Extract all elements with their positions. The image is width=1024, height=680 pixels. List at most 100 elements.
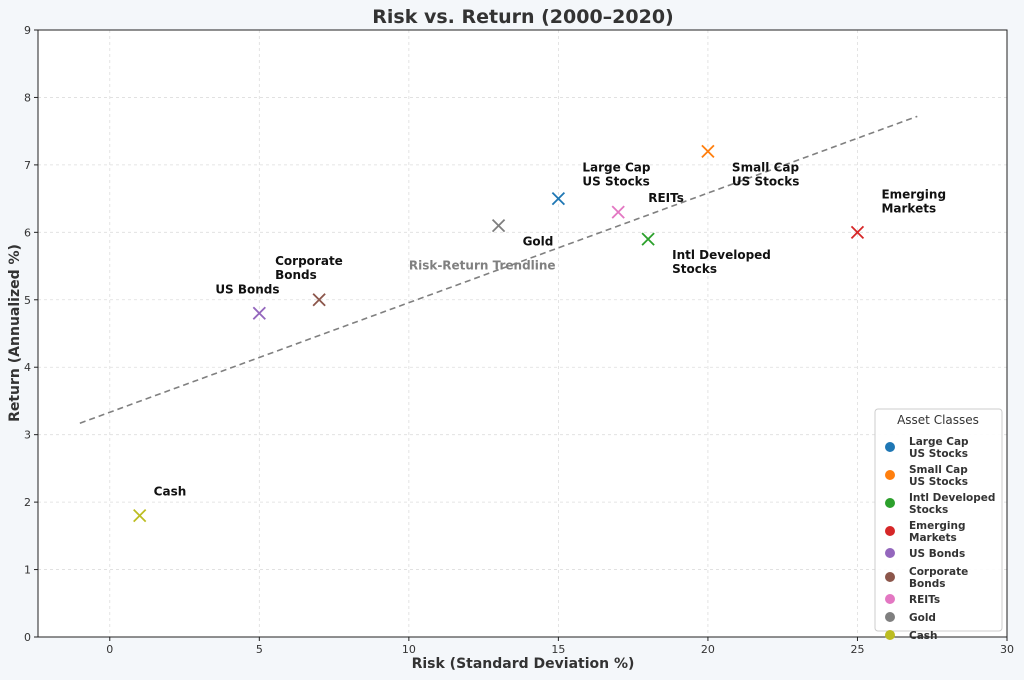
data-point xyxy=(551,191,566,206)
y-tick-label: 7 xyxy=(24,159,31,172)
point-label: REITs xyxy=(648,191,684,205)
legend-entry-line: Emerging xyxy=(909,520,966,532)
x-tick-label: 25 xyxy=(850,643,864,656)
x-axis-ticks: 0 5 10 15 20 25 30 xyxy=(106,637,1014,656)
x-tick-label: 5 xyxy=(256,643,263,656)
legend-entry: Intl Developed Stocks xyxy=(909,492,995,516)
legend-entry-line: Stocks xyxy=(909,504,948,516)
point-label: US Bonds xyxy=(215,282,279,296)
point-label-line: Markets xyxy=(881,201,936,215)
point-label: Intl Developed Stocks xyxy=(672,248,771,276)
x-tick-label: 10 xyxy=(402,643,416,656)
x-axis-label: Risk (Standard Deviation %) xyxy=(412,656,635,672)
legend-entry: Gold xyxy=(909,612,936,624)
point-label-line: Gold xyxy=(523,235,554,249)
point-marker-stroke xyxy=(252,306,266,320)
point-label-line: Intl Developed xyxy=(672,248,771,262)
point-label: Small Cap US Stocks xyxy=(732,160,800,188)
point-marker-stroke xyxy=(551,191,566,206)
legend-entry: US Bonds xyxy=(909,548,965,560)
legend-entry: Corporate Bonds xyxy=(909,566,968,590)
legend-entry: Cash xyxy=(909,630,938,642)
x-tick-label: 0 xyxy=(106,643,113,656)
data-points xyxy=(133,144,865,523)
point-label: Cash xyxy=(154,485,187,499)
trendline-label: Risk-Return Trendline xyxy=(409,258,556,272)
y-tick-label: 8 xyxy=(24,91,31,104)
plot-background xyxy=(38,30,1007,637)
data-point xyxy=(701,144,715,159)
x-tick-label: 15 xyxy=(551,643,565,656)
legend-marker xyxy=(885,548,895,558)
legend-entry: Emerging Markets xyxy=(909,520,966,544)
point-marker-stroke xyxy=(491,218,506,233)
legend-entry-line: Large Cap xyxy=(909,436,969,448)
data-point xyxy=(611,205,625,219)
point-label-line: REITs xyxy=(648,191,684,205)
point-marker-stroke xyxy=(850,225,865,239)
legend-marker xyxy=(885,572,895,582)
point-label: Emerging Markets xyxy=(881,187,946,215)
legend-entry: Small Cap US Stocks xyxy=(909,464,968,488)
legend-marker xyxy=(885,594,895,604)
trendline xyxy=(79,115,918,424)
point-label-line: Large Cap xyxy=(582,161,650,175)
legend-marker xyxy=(885,630,895,640)
point-label-line: US Bonds xyxy=(215,282,279,296)
point-label-line: US Stocks xyxy=(732,174,799,188)
x-tick-label: 20 xyxy=(701,643,715,656)
legend-entry-line: US Stocks xyxy=(909,476,968,488)
point-label: Large Cap US Stocks xyxy=(582,161,650,189)
legend-title: Asset Classes xyxy=(897,413,979,427)
plot-area: Risk-Return Trendline Large Cap US Stocks… xyxy=(37,29,1008,638)
point-marker-stroke xyxy=(312,293,326,307)
legend-entry-line: Markets xyxy=(909,532,957,544)
data-point xyxy=(491,218,506,233)
legend-marker xyxy=(885,612,895,622)
y-tick-label: 3 xyxy=(24,429,31,442)
legend-entry-line: US Bonds xyxy=(909,548,965,560)
legend-entry-line: Intl Developed xyxy=(909,492,995,504)
chart-title: Risk vs. Return (2000–2020) xyxy=(372,6,674,28)
data-point xyxy=(252,306,266,320)
y-tick-label: 9 xyxy=(24,24,31,37)
point-marker-stroke xyxy=(133,508,147,523)
legend-marker xyxy=(885,470,895,480)
plot-frame xyxy=(37,29,1008,638)
point-label-line: Corporate xyxy=(275,254,343,268)
y-tick-label: 4 xyxy=(24,361,31,374)
legend-entry-line: Cash xyxy=(909,630,938,642)
data-point xyxy=(312,293,326,307)
legend-marker xyxy=(885,526,895,536)
data-point xyxy=(641,232,655,246)
legend-marker xyxy=(885,442,895,452)
point-label-line: Emerging xyxy=(881,187,946,201)
legend-entry-line: REITs xyxy=(909,594,940,606)
y-tick-label: 6 xyxy=(24,226,31,239)
x-tick-label: 30 xyxy=(1000,643,1014,656)
y-tick-label: 0 xyxy=(24,631,31,644)
point-label: Corporate Bonds xyxy=(275,254,343,282)
point-label-line: Cash xyxy=(154,485,187,499)
y-axis-ticks: 0 1 2 3 4 5 6 7 8 9 xyxy=(24,24,38,644)
legend-entry-line: Gold xyxy=(909,612,936,624)
point-label-line: Small Cap xyxy=(732,160,800,174)
legend-marker xyxy=(885,498,895,508)
y-tick-label: 1 xyxy=(24,564,31,577)
point-label: Gold xyxy=(523,235,554,249)
data-point xyxy=(133,508,147,523)
point-marker-stroke xyxy=(701,144,715,159)
y-tick-label: 5 xyxy=(24,294,31,307)
point-label-line: Bonds xyxy=(275,268,317,282)
data-point xyxy=(850,225,865,239)
legend-entry-line: Bonds xyxy=(909,578,945,590)
legend-entry-line: Small Cap xyxy=(909,464,968,476)
legend-entry-line: Corporate xyxy=(909,566,968,578)
y-axis-label: Return (Annualized %) xyxy=(7,244,23,422)
legend-entry: REITs xyxy=(909,594,940,606)
legend-box xyxy=(874,408,1003,632)
